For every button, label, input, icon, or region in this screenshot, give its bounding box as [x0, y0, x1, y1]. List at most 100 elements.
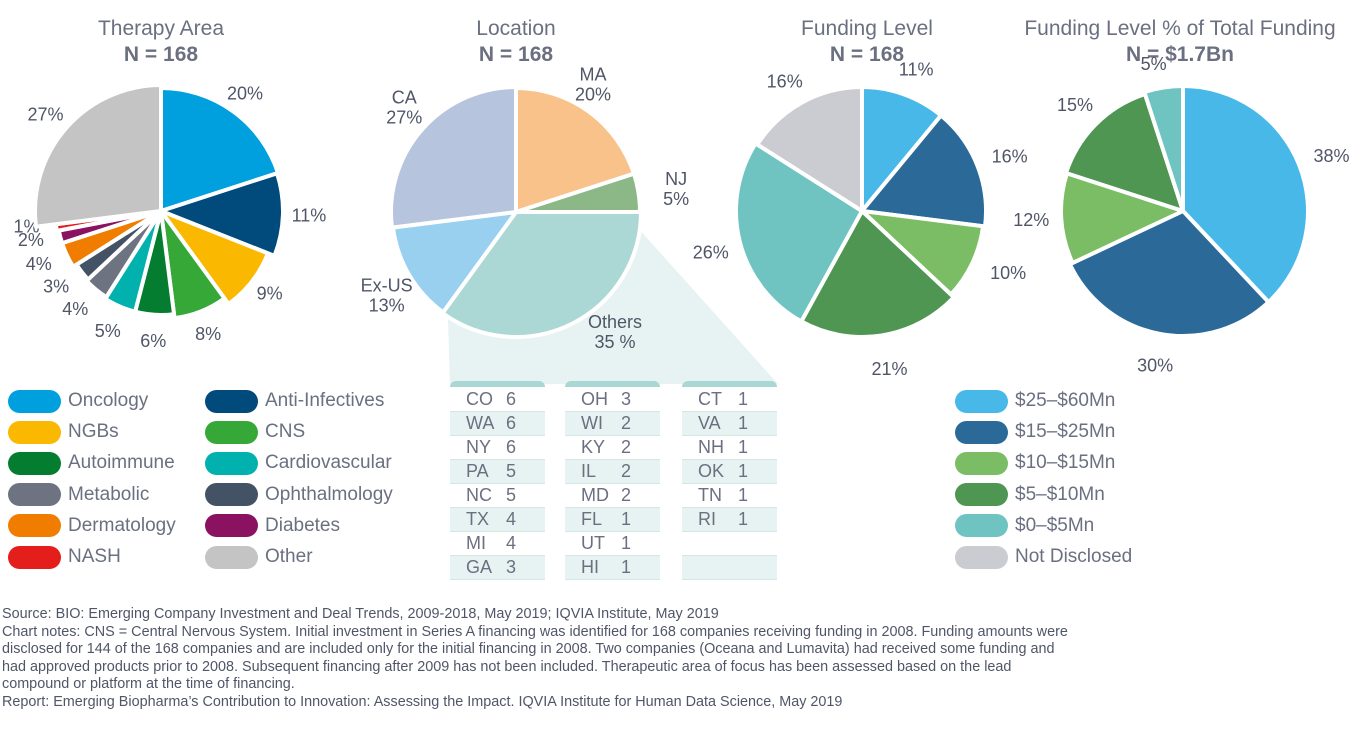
pie-slice-cns	[159, 209, 227, 321]
funding-title-text: Funding Level	[801, 17, 933, 40]
legend-swatch	[205, 389, 258, 413]
legend-swatch	[955, 545, 1008, 569]
pie-label-ophthalmology: 3%	[43, 277, 69, 297]
others-callout-wedge	[448, 228, 778, 384]
table-row: KY 2	[565, 436, 660, 460]
state-count: 4	[506, 509, 517, 529]
legend-item-metabolic: Metabolic	[8, 483, 149, 507]
state-count: 1	[621, 533, 632, 553]
state-count: 5	[506, 461, 517, 481]
chart-notes-line-2: disclosed for 144 of the 168 companies a…	[2, 641, 1055, 657]
pie-slice-25-60mn	[860, 85, 944, 213]
state-count: 1	[738, 485, 749, 505]
table-row: CO 6	[450, 388, 545, 412]
state-code: HI	[581, 557, 599, 577]
state-code: MI	[466, 533, 486, 553]
state-count: 6	[506, 413, 517, 433]
pie-label-nash: 1%	[14, 217, 40, 237]
pie-label-autoimmune: 6%	[140, 331, 166, 351]
legend-swatch	[8, 483, 61, 507]
legend-label: $10–$15Mn	[1015, 452, 1116, 474]
state-code: TX	[466, 509, 490, 529]
pie-label-others: Others 35 %	[588, 312, 642, 352]
report-note: Report: Emerging Biopharma’s Contributio…	[2, 693, 843, 710]
pie-label-ex-us: Ex-US 13%	[361, 275, 413, 315]
legend-swatch	[8, 389, 61, 413]
state-code: UT	[581, 533, 605, 553]
pie-slice-ma	[514, 86, 636, 214]
pie-slice-5-10mn	[799, 209, 956, 339]
pie-label-25-60mn: 38%	[1314, 146, 1350, 166]
pie-label-ma: MA 20%	[575, 64, 611, 104]
legend-item-oncology: Oncology	[8, 389, 148, 413]
pie-slice-0-5mn	[734, 141, 864, 324]
state-count: 2	[621, 413, 632, 433]
state-count: 1	[738, 437, 749, 457]
pie-label-15-25mn: 30%	[1137, 355, 1173, 375]
legend-item-not-disclosed: Not Disclosed	[955, 545, 1132, 569]
table-row: NY 6	[450, 436, 545, 460]
legend-swatch	[8, 545, 61, 569]
legend-label: Autoimmune	[68, 452, 175, 474]
pie-label-5-10mn: 15%	[1057, 95, 1093, 115]
legend-item-autoimmune: Autoimmune	[8, 451, 175, 475]
state-count: 4	[506, 533, 517, 553]
pie-slice-ex-us	[390, 210, 518, 315]
legend-item-cns: CNS	[205, 420, 305, 444]
state-code: WA	[466, 413, 495, 433]
table-row: RI 1	[682, 508, 777, 532]
state-count: 6	[506, 437, 517, 457]
table-row: WI 2	[565, 412, 660, 436]
legend-label: $5–$10Mn	[1015, 483, 1105, 505]
therapy-title-text: Therapy Area	[97, 17, 225, 40]
legend-label: Metabolic	[68, 483, 150, 505]
state-code: NY	[466, 437, 492, 457]
legend-label: NGBs	[68, 421, 119, 443]
state-count: 2	[621, 461, 632, 481]
table-row: VA 1	[682, 412, 777, 436]
pie-label-other: 27%	[27, 104, 63, 124]
legend-label: NASH	[68, 546, 121, 567]
pie-slice-anti-infectives	[159, 171, 285, 258]
pie-slice-25-60mn	[1181, 84, 1310, 305]
chart-notes-line-3: had approved products prior to 2008. Sub…	[2, 658, 1012, 675]
state-code: CO	[466, 389, 493, 409]
pie-label-cns: 8%	[195, 324, 221, 344]
legend-label: Ophthalmology	[265, 483, 393, 505]
pie-label-0-5mn: 5%	[1141, 54, 1167, 74]
table-row: IL 2	[565, 460, 660, 484]
legend-swatch	[955, 451, 1008, 475]
legend-swatch	[955, 483, 1008, 507]
table-row: NH 1	[682, 436, 777, 460]
legend-swatch	[955, 514, 1008, 538]
state-count: 1	[621, 557, 632, 577]
others-table-column: OH 3 WI 2 KY 2 IL 2 MD 2 FL 1 UT 1 HI 1	[565, 381, 660, 580]
legend-label: Dermatology	[68, 514, 176, 536]
legend-item-dermatology: Dermatology	[8, 514, 176, 538]
location-subtitle: N = 168	[478, 43, 554, 66]
state-count: 5	[506, 485, 517, 505]
state-count: 6	[506, 389, 517, 409]
pie-label-diabetes: 2%	[18, 230, 44, 250]
legend-label: $25–$60Mn	[1015, 390, 1116, 411]
legend-item-anti-infectives: Anti-Infectives	[205, 389, 384, 413]
legend-swatch	[8, 420, 61, 444]
location-pie: MA 20% NJ 5% Others 35 % Ex-US 13% CA 27%	[361, 64, 690, 352]
funding-subtitle: N = 168	[829, 43, 905, 66]
legend-swatch	[955, 389, 1008, 413]
state-code: WI	[581, 413, 603, 433]
legend-label: CNS	[265, 421, 306, 443]
legend-swatch	[8, 514, 61, 538]
charts-area: Therapy Area N = 168 Location N = 168 Fu…	[8, 17, 1350, 580]
state-code: OK	[698, 461, 725, 481]
table-column-header-bar	[565, 381, 660, 387]
state-count: 1	[738, 413, 749, 433]
pie-label-metabolic: 4%	[62, 299, 88, 319]
legend-item-ngbs: NGBs	[8, 420, 119, 444]
legend-label: Anti-Infectives	[265, 390, 385, 411]
pie-label-15-25mn: 16%	[992, 147, 1028, 167]
pie-label-ca: CA 27%	[386, 87, 422, 127]
others-table-column: CO 6 WA 6 NY 6 PA 5 NC 5 TX 4 MI 4 GA 3	[450, 381, 545, 580]
legend-item-0-5mn: $0–$5Mn	[955, 514, 1094, 538]
legend-swatch	[955, 420, 1008, 444]
